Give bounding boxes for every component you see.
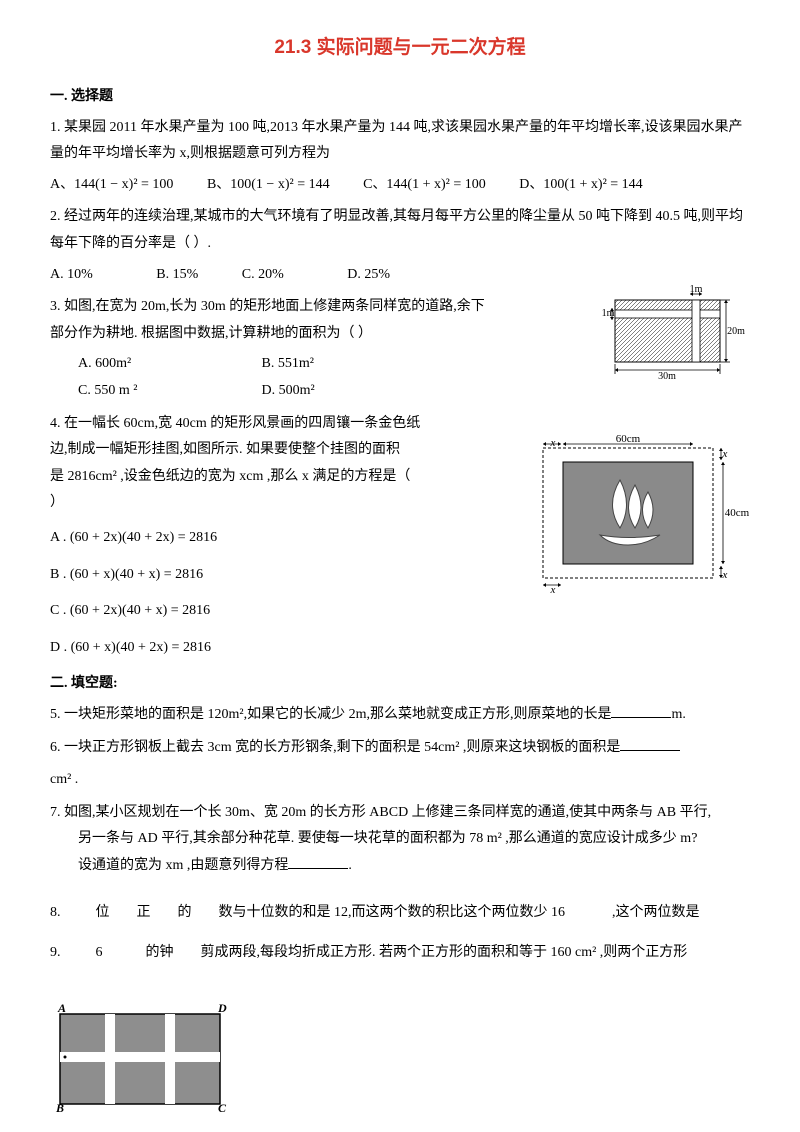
q6-text: 6. 一块正方形钢板上截去 3cm 宽的长方形钢条,剩下的面积是 54cm² ,… [50, 740, 620, 755]
svg-text:C: C [218, 1101, 227, 1112]
q1-text: 1. 某果园 2011 年水果产量为 100 吨,2013 年水果产量为 144… [50, 115, 750, 168]
q3-c: C. 550 m ² [78, 378, 258, 405]
q2: 2. 经过两年的连续治理,某城市的大气环境有了明显改善,其每月每平方公里的降尘量… [50, 204, 750, 288]
svg-text:60cm: 60cm [616, 433, 641, 445]
q9-t1: 6 [96, 945, 103, 960]
q8-t2: 正 [137, 905, 151, 920]
q4-text1: 4. 在一幅长 60cm,宽 40cm 的矩形风景画的四周镶一条金色纸 [50, 411, 510, 438]
q3-b: B. 551m² [262, 356, 314, 371]
q4-text4: ） [50, 490, 510, 517]
q7-l3: 设通道的宽为 xm ,由题意列得方程. [78, 853, 750, 880]
q1-d: D、100(1 + x)² = 144 [519, 172, 642, 199]
q7-l2: 另一条与 AD 平行,其余部分种花草. 要使每一块花草的面积都为 78 m² ,… [78, 826, 750, 853]
svg-text:x: x [550, 584, 556, 596]
svg-text:x: x [722, 448, 728, 460]
q7-blank [288, 855, 348, 869]
q8-t1: 位 [96, 905, 110, 920]
q7: 7. 如图,某小区规划在一个长 30m、宽 20m 的长方形 ABCD 上修建三… [50, 800, 750, 880]
q5-blank [611, 704, 671, 718]
svg-text:B: B [55, 1101, 64, 1112]
q9-t2: 的钟 [146, 945, 174, 960]
q6-blank [620, 737, 680, 751]
q4-text2: 边,制成一幅矩形挂图,如图所示. 如果要使整个挂图的面积 [50, 437, 510, 464]
page-title: 21.3 实际问题与一元二次方程 [50, 30, 750, 66]
q4-b: B . (60 + x)(40 + x) = 2816 [50, 562, 510, 589]
q3-figure: 1m 1m 20m 30m [600, 282, 750, 382]
q4-a: A . (60 + 2x)(40 + 2x) = 2816 [50, 525, 510, 552]
q2-c: C. 20% [242, 262, 284, 289]
q4-d: D . (60 + x)(40 + 2x) = 2816 [50, 635, 510, 662]
q1-opts: A、144(1 − x)² = 100 B、100(1 − x)² = 144 … [50, 172, 750, 199]
q6: 6. 一块正方形钢板上截去 3cm 宽的长方形钢条,剩下的面积是 54cm² ,… [50, 735, 750, 762]
q3-a: A. 600m² [78, 351, 258, 378]
q8-t4: 数与十位数的和是 12,而这两个数的积比这个两位数少 16 [219, 905, 566, 920]
q4-text3: 是 2816cm² ,设金色纸边的宽为 xcm ,那么 x 满足的方程是（ [50, 464, 510, 491]
svg-text:20m: 20m [727, 326, 745, 337]
q6-unit: cm² . [50, 767, 750, 794]
q2-a: A. 10% [50, 262, 93, 289]
q2-b: B. 15% [156, 262, 198, 289]
q8: 8. 位 正 的 数与十位数的和是 12,而这两个数的积比这个两位数少 16 ,… [50, 900, 750, 927]
q8-t3: 的 [178, 905, 192, 920]
q5-unit: m. [671, 707, 685, 722]
svg-text:A: A [57, 1002, 66, 1015]
q2-text: 2. 经过两年的连续治理,某城市的大气环境有了明显改善,其每月每平方公里的降尘量… [50, 204, 750, 257]
q9-num: 9. [50, 945, 61, 960]
q1-a: A、144(1 − x)² = 100 [50, 172, 173, 199]
q5-text: 5. 一块矩形菜地的面积是 120m²,如果它的长减少 2m,那么菜地就变成正方… [50, 707, 611, 722]
section-1: 一. 选择题 [50, 84, 750, 111]
q7-figure: A D B C [50, 1002, 230, 1112]
q4-figure: 60cm 40cm x x x x [525, 430, 750, 605]
q5: 5. 一块矩形菜地的面积是 120m²,如果它的长减少 2m,那么菜地就变成正方… [50, 702, 750, 729]
q7-l1: 7. 如图,某小区规划在一个长 30m、宽 20m 的长方形 ABCD 上修建三… [50, 800, 750, 827]
q4-c: C . (60 + 2x)(40 + x) = 2816 [50, 598, 510, 625]
svg-text:D: D [217, 1002, 227, 1015]
svg-text:x: x [550, 437, 556, 449]
q8-num: 8. [50, 905, 61, 920]
q3-d: D. 500m² [262, 383, 315, 398]
svg-text:30m: 30m [658, 371, 676, 382]
q3-text2: 部分作为耕地. 根据图中数据,计算耕地的面积为（ ） [50, 321, 580, 348]
q3-text1: 3. 如图,在宽为 20m,长为 30m 的矩形地面上修建两条同样宽的道路,余下 [50, 294, 580, 321]
svg-text:40cm: 40cm [725, 507, 750, 519]
q1: 1. 某果园 2011 年水果产量为 100 吨,2013 年水果产量为 144… [50, 115, 750, 199]
q8-end: ,这个两位数是 [612, 905, 700, 920]
q2-d: D. 25% [347, 262, 390, 289]
q1-c: C、144(1 + x)² = 100 [363, 172, 486, 199]
q9: 9. 6 的钟 剪成两段,每段均折成正方形. 若两个正方形的面积和等于 160 … [50, 940, 750, 967]
section-2: 二. 填空题: [50, 671, 750, 698]
q1-b: B、100(1 − x)² = 144 [207, 172, 330, 199]
q9-t3: 剪成两段,每段均折成正方形. 若两个正方形的面积和等于 160 cm² ,则两个… [201, 945, 688, 960]
